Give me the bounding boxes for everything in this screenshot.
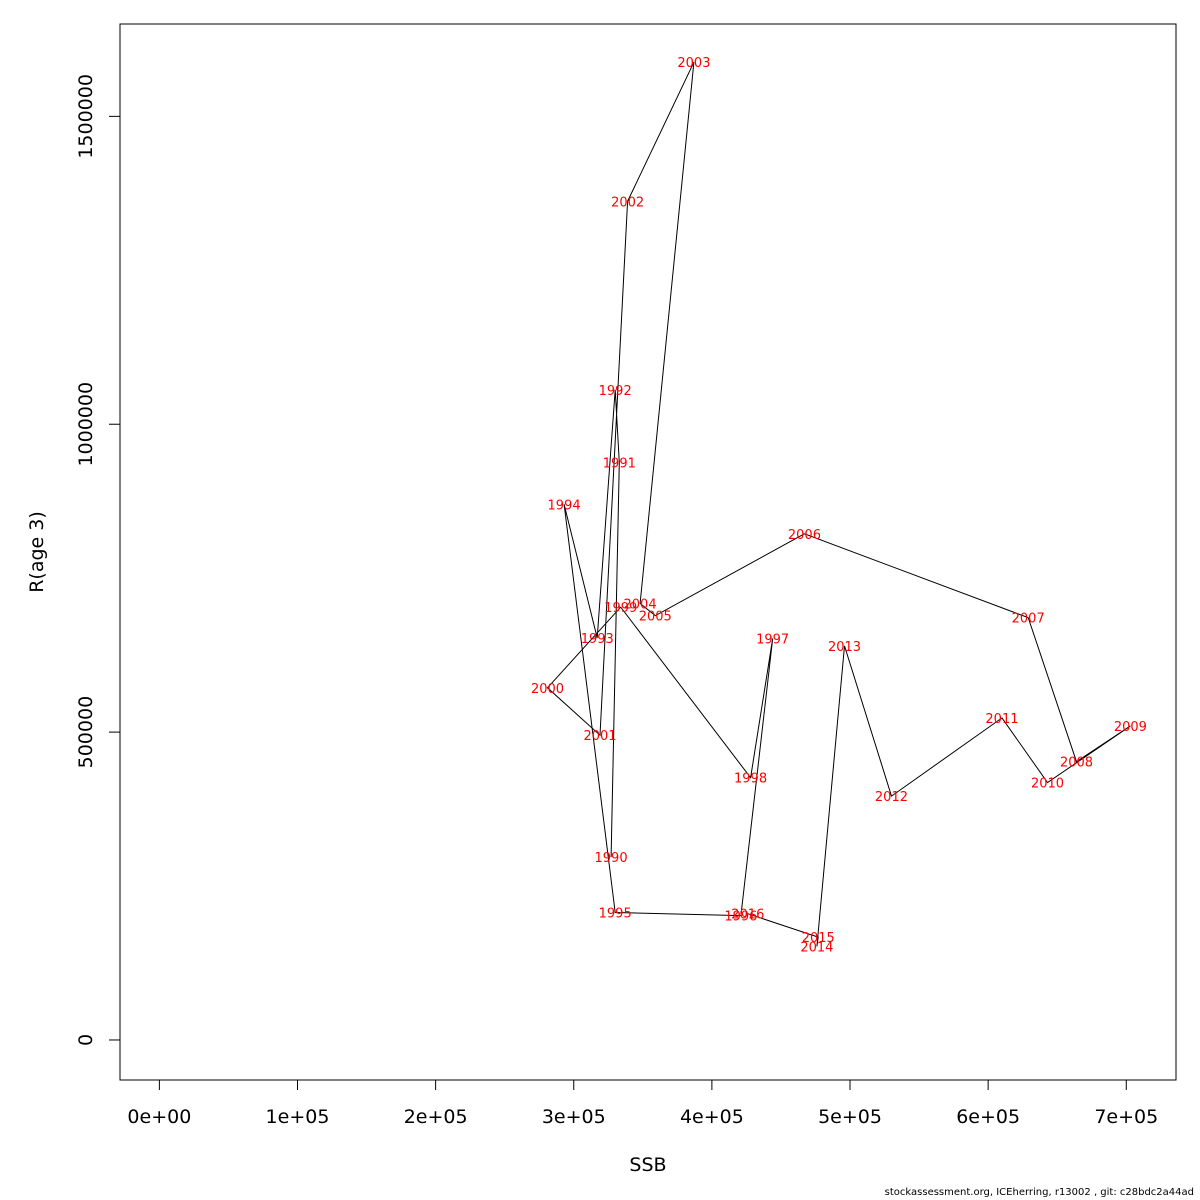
- point-label-1998: 1998: [734, 772, 767, 787]
- x-axis-title: SSB: [629, 1154, 666, 1176]
- point-label-2005: 2005: [639, 610, 672, 625]
- point-label-2014: 2014: [800, 940, 833, 955]
- series-line: [546, 61, 1131, 947]
- x-tick-label: 2e+05: [404, 1106, 468, 1128]
- point-label-2010: 2010: [1031, 777, 1064, 792]
- point-label-2004: 2004: [624, 597, 657, 612]
- point-labels: 1990 1991 1992 1993 1994 1995 1996 1997 1998 1999…: [531, 56, 1147, 955]
- point-label-2015: 2015: [802, 931, 835, 946]
- y-axis-title: R(age 3): [26, 511, 48, 593]
- x-tick-label: 0e+00: [127, 1106, 191, 1128]
- point-label-1992: 1992: [599, 384, 632, 399]
- x-axis: 0e+00 1e+05 2e+05 3e+05 4e+05 5e+05 6e+05 7e+05: [127, 1079, 1158, 1128]
- x-tick-label: 6e+05: [956, 1106, 1020, 1128]
- point-label-2006: 2006: [788, 528, 821, 543]
- y-axis: 0 500000 1000000 1500000: [75, 74, 121, 1046]
- point-label-2016: 2016: [731, 908, 764, 923]
- point-label-1990: 1990: [595, 851, 628, 866]
- x-tick-label: 3e+05: [542, 1106, 606, 1128]
- x-tick-label: 7e+05: [1094, 1106, 1158, 1128]
- point-label-2012: 2012: [875, 790, 908, 805]
- y-tick-label: 500000: [75, 696, 97, 769]
- point-label-1991: 1991: [603, 456, 636, 471]
- y-tick-label: 1500000: [75, 74, 97, 159]
- point-label-1993: 1993: [581, 632, 614, 647]
- point-label-2013: 2013: [828, 640, 861, 655]
- point-label-1996: 1996: [724, 910, 757, 925]
- y-tick-label: 1000000: [75, 382, 97, 467]
- plot-frame: [119, 23, 1177, 1081]
- point-label-2002: 2002: [611, 195, 644, 210]
- series-path: [546, 61, 1131, 947]
- x-tick-label: 1e+05: [266, 1106, 330, 1128]
- point-label-2008: 2008: [1060, 756, 1093, 771]
- x-tick-label: 5e+05: [818, 1106, 882, 1128]
- point-label-2007: 2007: [1012, 612, 1045, 627]
- point-label-2003: 2003: [677, 56, 710, 71]
- point-label-1997: 1997: [756, 633, 789, 648]
- point-label-2009: 2009: [1114, 720, 1147, 735]
- x-tick-label: 4e+05: [680, 1106, 744, 1128]
- point-label-2011: 2011: [985, 712, 1018, 727]
- footer-credit: stockassessment.org, ICEherring, r13002 …: [884, 1187, 1194, 1198]
- y-tick-label: 0: [75, 1034, 97, 1046]
- point-label-1999: 1999: [604, 601, 637, 616]
- point-label-1994: 1994: [548, 498, 581, 513]
- point-label-2001: 2001: [583, 729, 616, 744]
- point-label-1995: 1995: [599, 907, 632, 922]
- point-label-2000: 2000: [531, 682, 564, 697]
